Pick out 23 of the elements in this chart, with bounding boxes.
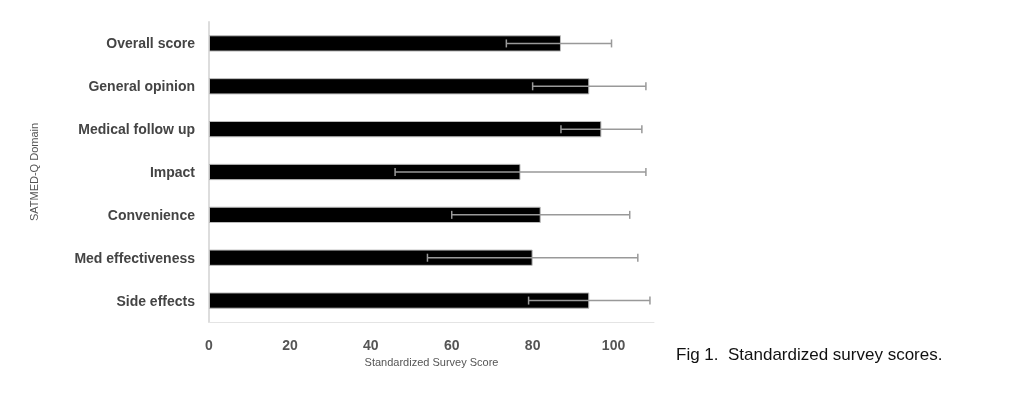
bar — [209, 206, 541, 223]
y-tick-label: Medical follow up — [78, 121, 195, 138]
caption: Fig 1. Standardized survey scores. — [676, 345, 943, 364]
x-tick-label: 100 — [601, 337, 626, 353]
y-tick-label: Med effectiveness — [74, 249, 196, 266]
bar — [209, 292, 590, 309]
bar — [209, 249, 533, 266]
bar — [209, 78, 590, 95]
x-tick-label: 20 — [282, 337, 298, 353]
bar — [209, 163, 521, 181]
bar — [209, 35, 561, 52]
y-tick-label: Side effects — [116, 292, 196, 309]
x-tick-label: 0 — [205, 337, 214, 353]
y-axis-title: SATMED-Q Domain — [27, 122, 40, 222]
x-axis-title: Standardized Survey Score — [364, 356, 499, 369]
y-tick-label: General opinion — [88, 78, 195, 95]
x-tick-label: 40 — [363, 337, 379, 353]
y-tick-label: Convenience — [107, 206, 196, 223]
x-tick-label: 60 — [443, 337, 460, 353]
y-tick-label: Impact — [149, 164, 196, 180]
y-tick-label: Overall score — [106, 35, 196, 52]
bar — [209, 121, 602, 138]
x-tick-label: 80 — [524, 337, 541, 353]
